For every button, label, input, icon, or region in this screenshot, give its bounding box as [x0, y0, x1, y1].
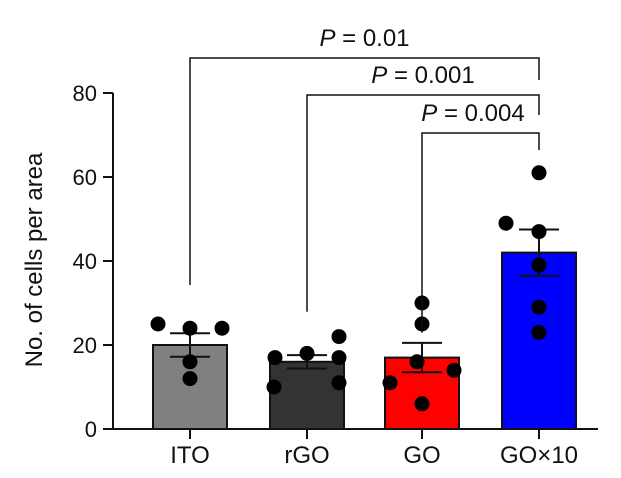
- p-value-label: P = 0.01: [319, 25, 409, 52]
- data-point: [531, 224, 547, 240]
- data-point: [382, 375, 398, 391]
- p-value-text: = 0.01: [335, 25, 409, 52]
- data-point: [446, 362, 462, 378]
- x-tick-label: GO×10: [500, 442, 578, 469]
- bar: [501, 251, 577, 430]
- y-tick-label: 0: [85, 417, 97, 442]
- data-point: [182, 354, 198, 370]
- p-symbol: P: [319, 25, 335, 52]
- bars: [150, 165, 577, 431]
- bracket-line: [306, 94, 540, 312]
- x-tick-label: ITO: [170, 442, 210, 469]
- x-axis: ITO rGO GO GO×10: [113, 428, 598, 469]
- data-point: [531, 299, 547, 315]
- data-point: [414, 396, 430, 412]
- data-point: [150, 316, 166, 332]
- y-tick-label: 20: [73, 333, 97, 358]
- p-symbol: P: [421, 100, 437, 127]
- bracket-line: [421, 132, 540, 333]
- data-point: [331, 350, 347, 366]
- p-value-text: = 0.004: [437, 100, 524, 127]
- y-axis-title: No. of cells per area: [21, 152, 48, 367]
- y-tick-label: 40: [73, 249, 97, 274]
- p-value-label: P = 0.001: [371, 62, 474, 89]
- y-tick-label: 60: [73, 165, 97, 190]
- y-axis: 0 20 40 60 80: [73, 81, 114, 442]
- data-point: [331, 375, 347, 391]
- data-point: [331, 329, 347, 345]
- p-symbol: P: [371, 62, 387, 89]
- data-point: [267, 350, 283, 366]
- data-point: [531, 257, 547, 273]
- y-tick-label: 80: [73, 81, 97, 106]
- data-point: [531, 324, 547, 340]
- bracket-line: [189, 57, 540, 285]
- x-tick-label: GO: [403, 442, 440, 469]
- p-value-label: P = 0.004: [421, 100, 524, 127]
- data-point: [266, 379, 282, 395]
- data-point: [182, 320, 198, 336]
- data-point: [299, 345, 315, 361]
- data-point: [531, 165, 547, 181]
- bar: [269, 360, 345, 430]
- data-point: [214, 320, 230, 336]
- data-point: [498, 215, 514, 231]
- p-value-text: = 0.001: [387, 62, 474, 89]
- data-point: [409, 354, 425, 370]
- x-tick-label: rGO: [284, 442, 329, 469]
- data-point: [182, 371, 198, 387]
